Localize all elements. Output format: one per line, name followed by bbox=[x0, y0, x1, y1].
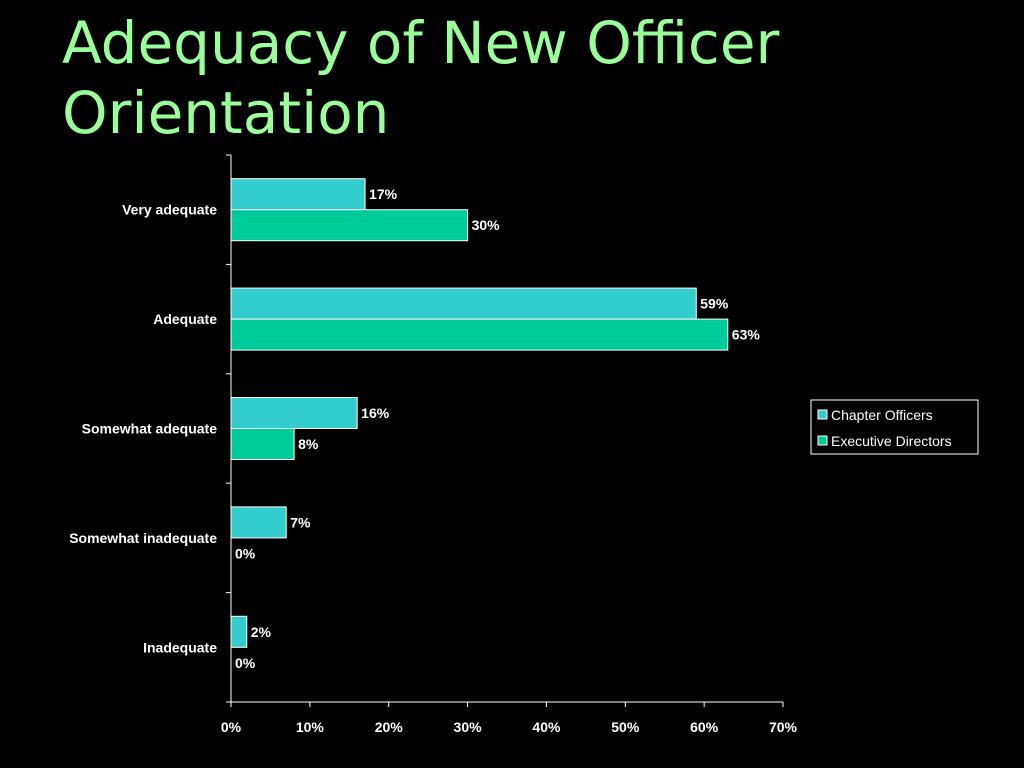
chart-legend: Chapter Officers Executive Directors bbox=[810, 399, 979, 455]
data-label: 59% bbox=[700, 296, 729, 312]
legend-swatch bbox=[817, 435, 828, 446]
bar-chapter-officers bbox=[230, 178, 366, 211]
slide-title-line-2: Orientation bbox=[62, 79, 390, 147]
data-label: 2% bbox=[251, 624, 272, 640]
bar-executive-directors bbox=[230, 318, 729, 351]
category-label: Very adequate bbox=[122, 202, 217, 218]
bar-chapter-officers bbox=[230, 287, 697, 320]
data-label: 16% bbox=[361, 405, 390, 421]
data-label: 0% bbox=[235, 545, 256, 561]
category-label: Somewhat adequate bbox=[82, 421, 218, 437]
x-tick-label: 10% bbox=[296, 719, 325, 735]
legend-label: Chapter Officers bbox=[831, 407, 933, 423]
data-label: 7% bbox=[290, 514, 311, 530]
data-label: 0% bbox=[235, 655, 256, 671]
x-tick-label: 30% bbox=[454, 719, 483, 735]
bar-chapter-officers bbox=[230, 506, 287, 539]
legend-swatch bbox=[817, 409, 828, 420]
legend-label: Executive Directors bbox=[831, 433, 952, 449]
data-label: 8% bbox=[298, 436, 319, 452]
x-tick-label: 20% bbox=[375, 719, 404, 735]
x-tick-label: 0% bbox=[221, 719, 242, 735]
slide-title-line-1: Adequacy of New Officer bbox=[62, 9, 780, 77]
bar-executive-directors bbox=[230, 209, 469, 242]
data-label: 30% bbox=[472, 217, 501, 233]
bar-executive-directors bbox=[230, 428, 295, 460]
x-tick-label: 70% bbox=[769, 719, 798, 735]
legend-box bbox=[810, 399, 979, 455]
data-label: 63% bbox=[732, 327, 761, 343]
data-label: 17% bbox=[369, 186, 398, 202]
x-tick-label: 40% bbox=[532, 719, 561, 735]
slide-title: Adequacy of New Officer Orientation bbox=[62, 8, 962, 148]
bar-chapter-officers bbox=[230, 615, 248, 648]
x-tick-label: 60% bbox=[690, 719, 719, 735]
bar-chapter-officers bbox=[230, 397, 358, 429]
x-tick-label: 50% bbox=[611, 719, 640, 735]
plot-area: 0% 10% 20% 30% 40% 50% 60% 70% Very adequate 17% 3… bbox=[69, 154, 798, 735]
category-label: Somewhat inadequate bbox=[69, 530, 217, 546]
category-label: Adequate bbox=[153, 311, 217, 327]
category-label: Inadequate bbox=[143, 639, 217, 655]
